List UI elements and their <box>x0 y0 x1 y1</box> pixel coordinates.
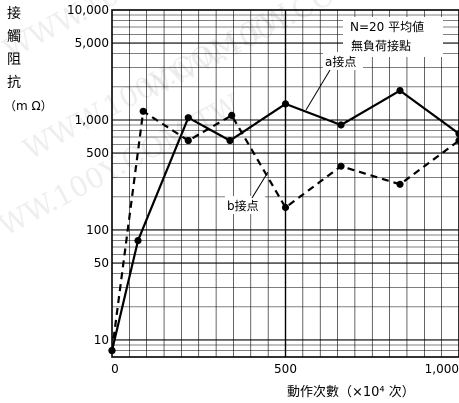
series-a-label-bg <box>323 52 363 70</box>
data-point-b <box>455 137 459 145</box>
data-point-a <box>281 100 290 108</box>
y-axis-unit: （m Ω） <box>4 99 53 113</box>
legend-line-2: 無負荷接點 <box>351 38 411 53</box>
data-point-a <box>337 121 345 129</box>
series-layer <box>108 87 459 355</box>
legend-line-1: N=20 平均値 <box>350 19 424 34</box>
y-axis-label-char-1: 接 <box>7 5 21 22</box>
y-tick-label: 10 <box>94 333 109 347</box>
series-b-label-bg <box>225 196 265 214</box>
data-point-b <box>139 107 147 115</box>
y-axis-label-char-3: 阻 <box>7 52 21 68</box>
y-axis-label-char-4: 抗 <box>7 75 21 91</box>
y-tick-label: 1,000 <box>75 113 109 127</box>
data-point-a <box>396 87 404 95</box>
series-line-a <box>110 89 459 351</box>
grid-lines <box>112 10 459 358</box>
data-point-b <box>228 111 236 119</box>
series-a-label: a接点 <box>325 54 356 69</box>
y-axis-label-char-2: 觸 <box>7 29 21 45</box>
series-line-b <box>110 110 459 351</box>
series-annotations: a接点 b接点 <box>225 52 363 214</box>
data-point-b <box>337 162 345 170</box>
x-axis-label: 動作次數（×10⁴ 次） <box>287 384 415 400</box>
x-tick-label: 1,000 <box>425 362 459 376</box>
y-tick-labels: 10,000 5,000 1,000 500 100 50 10 <box>67 3 109 347</box>
data-point-a <box>226 137 234 145</box>
series-b-leader-line <box>251 171 269 199</box>
y-tick-label: 500 <box>86 146 109 160</box>
data-point-b <box>108 347 116 355</box>
plot-frame <box>111 9 459 358</box>
x-tick-label: 500 <box>274 362 297 376</box>
data-point-a <box>184 114 192 122</box>
y-tick-label: 5,000 <box>75 36 109 50</box>
x-tick-labels: 0 500 1,000 <box>111 362 459 376</box>
legend-background <box>343 17 443 57</box>
y-tick-label: 10,000 <box>67 3 109 17</box>
data-point-b <box>396 180 404 188</box>
data-point-b <box>281 203 290 212</box>
data-point-b <box>184 137 192 145</box>
legend-box: N=20 平均値 無負荷接點 <box>343 17 443 57</box>
data-point-a <box>455 130 459 138</box>
y-axis-label: 接 觸 阻 抗 （m Ω） <box>4 5 53 113</box>
data-point-a <box>134 237 142 245</box>
y-tick-label: 50 <box>94 256 109 270</box>
y-tick-label: 100 <box>86 223 109 237</box>
series-b-label: b接点 <box>227 198 259 213</box>
series-a-leader-line <box>305 69 331 111</box>
x-tick-label: 0 <box>111 362 119 376</box>
